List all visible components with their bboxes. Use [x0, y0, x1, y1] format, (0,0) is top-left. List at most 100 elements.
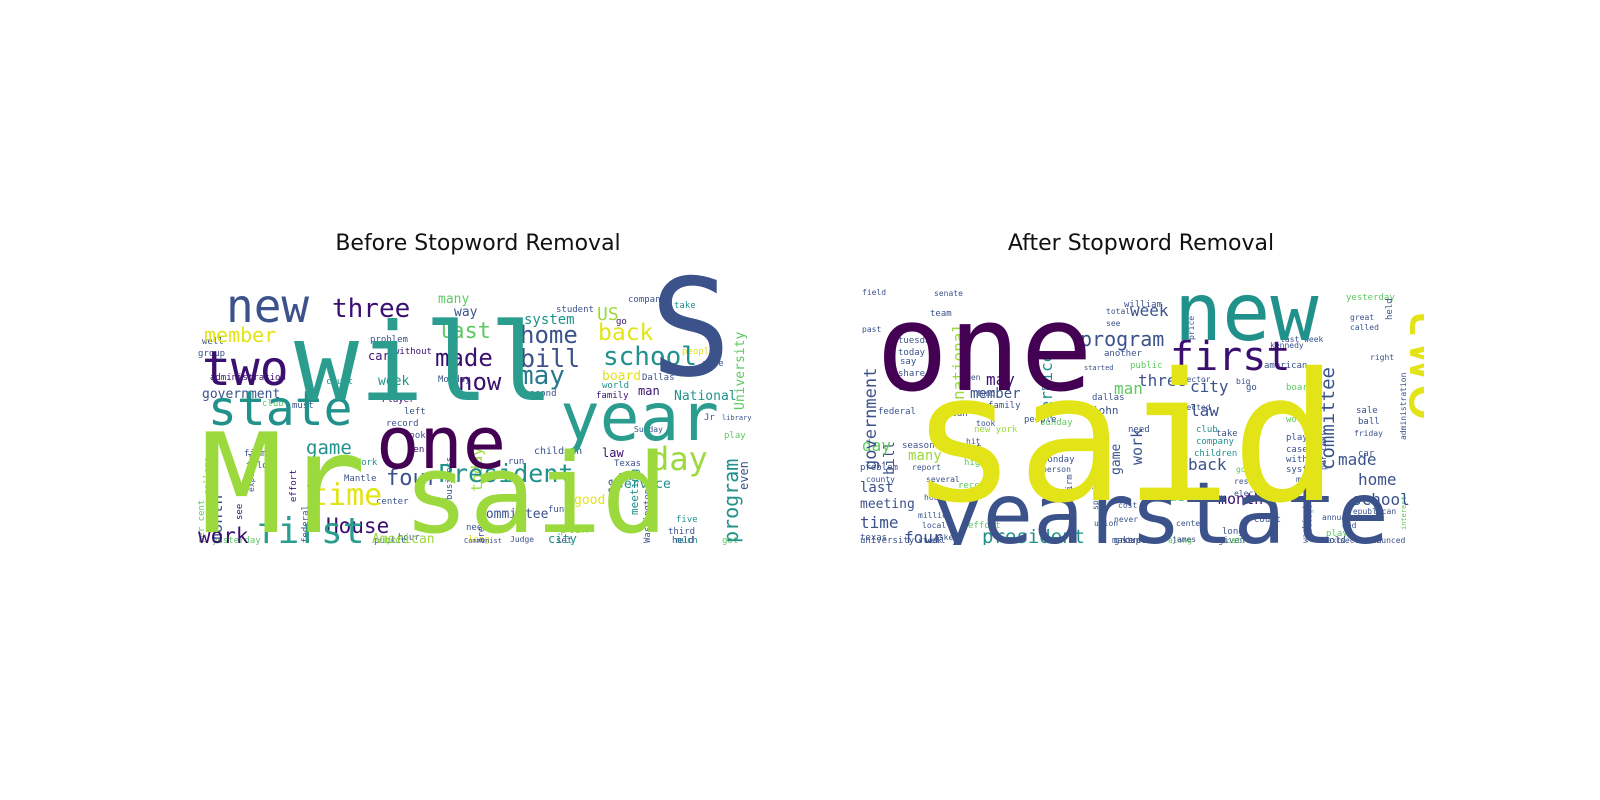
word-sale: sale — [702, 359, 724, 369]
word-new: new — [226, 279, 309, 333]
word-said: said — [403, 430, 668, 545]
word-third: third — [668, 527, 695, 537]
word-asked: asked — [934, 533, 958, 542]
word-second: second — [1340, 536, 1369, 545]
word-month: month — [207, 495, 226, 543]
word-world: world — [602, 381, 629, 391]
word-next: next — [1322, 536, 1341, 545]
word-last-week: last week — [1280, 335, 1324, 344]
word-without: without — [394, 347, 432, 357]
word-interest: interest — [1400, 496, 1408, 530]
word-american: american — [1264, 361, 1307, 371]
word-case: case — [1286, 445, 1308, 455]
word-day: day — [650, 440, 708, 478]
word-month: month — [1218, 490, 1263, 508]
word-back: back — [598, 320, 654, 346]
word-sunday: sunday — [1040, 418, 1073, 428]
word-monday: Monday — [438, 375, 471, 385]
word-college: college — [203, 457, 213, 495]
word-three: three — [1138, 371, 1186, 390]
word-four: four — [386, 466, 439, 491]
word-might: might — [1296, 475, 1320, 484]
word-republican: republican — [1348, 507, 1396, 516]
word-group: group — [198, 349, 225, 359]
word-another: another — [1104, 349, 1143, 359]
word-several: several — [926, 475, 960, 484]
word-group: group — [1114, 536, 1141, 545]
word-car: car — [1358, 449, 1375, 459]
word-court: court — [1254, 515, 1281, 525]
word-committee: committee — [1317, 367, 1339, 470]
word-need: need — [466, 523, 488, 533]
word-total: total — [1106, 307, 1130, 316]
word-public: public — [374, 536, 407, 545]
word-annual: annual — [1322, 513, 1351, 522]
word-must: must — [960, 443, 982, 453]
word-school: school — [1352, 490, 1410, 509]
word-washington: washington — [1301, 495, 1310, 543]
word-set: set — [556, 536, 572, 545]
word-two: two — [1393, 300, 1424, 423]
word-family: family — [596, 391, 629, 401]
word-day: day — [862, 436, 891, 455]
word-take: take — [1216, 429, 1238, 439]
word-well: well — [926, 536, 945, 545]
word-american: American — [372, 532, 435, 545]
word-one: one — [376, 401, 506, 485]
word-meeting: meeting — [628, 469, 641, 515]
word-will: will — [294, 301, 554, 426]
word-s: S — [650, 260, 731, 407]
word-service: service — [1037, 353, 1056, 420]
word-five: five — [1040, 383, 1062, 393]
word-back: back — [1188, 455, 1227, 474]
word-problem: problem — [370, 335, 408, 345]
word-team: team — [930, 309, 952, 319]
word-dallas: Dallas — [642, 373, 675, 383]
word-see: see — [235, 504, 245, 520]
word-two: two — [202, 341, 289, 397]
word-court: court — [326, 377, 353, 387]
word-washington: Washington — [643, 489, 653, 543]
word-first: first — [1170, 334, 1290, 380]
word-never: never — [1114, 515, 1138, 524]
word-today: today — [468, 447, 486, 492]
word-year: year — [560, 379, 719, 456]
word-record: record — [958, 481, 991, 491]
word-hour: hour — [924, 493, 943, 502]
word-go: go — [1246, 383, 1257, 393]
word-new-york: New York — [334, 458, 378, 468]
word-government: government — [202, 387, 280, 402]
word-five: five — [676, 515, 698, 525]
word-federal: federal — [878, 407, 916, 417]
word-house: house — [1150, 487, 1195, 505]
word-per-cent: per cent — [198, 500, 207, 543]
word-must: must — [292, 401, 314, 411]
wordcloud-svg-after: family federal william another dallas sunday n… — [860, 266, 1424, 545]
word-stock: stock — [918, 536, 942, 545]
word-dallas: dallas — [1092, 393, 1125, 403]
word-union: union — [1094, 519, 1118, 528]
word-communist: Communist — [464, 537, 502, 545]
word-children: children — [534, 446, 582, 457]
word-system: system — [524, 312, 575, 328]
word-program: program — [719, 459, 743, 543]
word-bill: bill — [882, 441, 898, 475]
word-state: state — [208, 381, 353, 437]
word-new-york: new york — [974, 425, 1018, 435]
word-us: US — [597, 304, 619, 325]
word-announced: announced — [1362, 536, 1406, 545]
word-government: government — [861, 368, 881, 470]
word-game: game — [1109, 444, 1124, 475]
word-president: President — [438, 459, 573, 488]
word-public: public — [1130, 361, 1163, 371]
wordcloud-after: family federal william another dallas sunday n… — [858, 260, 1424, 545]
word-today: today — [898, 348, 926, 358]
word-house: House — [326, 514, 389, 538]
word-report: report — [378, 536, 407, 545]
word-took: took — [404, 431, 426, 441]
word-player: Player — [382, 395, 415, 405]
word-effort: effort — [968, 521, 1001, 531]
word-street: street — [1122, 536, 1151, 545]
word-run: run — [508, 457, 524, 467]
word-john: john — [1092, 404, 1119, 417]
